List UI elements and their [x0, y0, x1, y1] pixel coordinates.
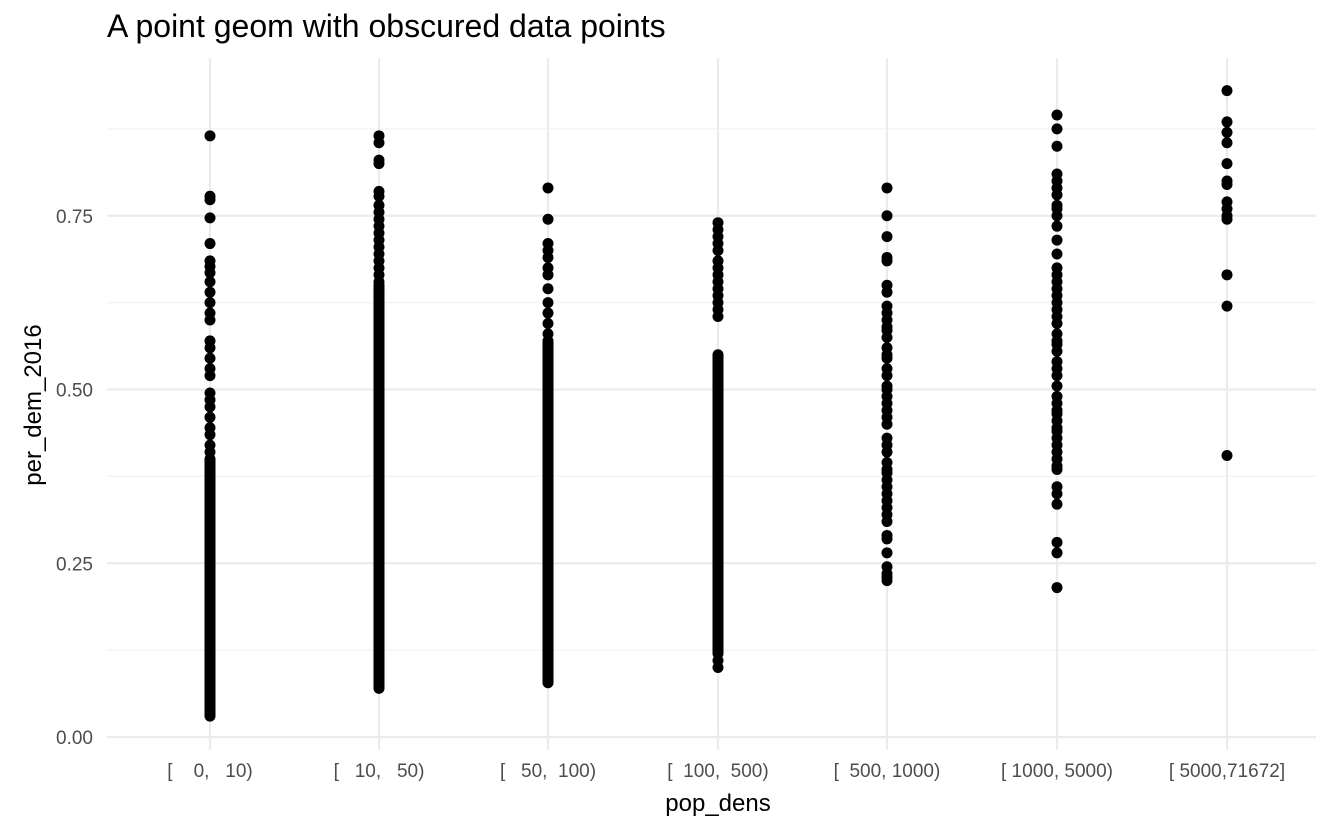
data-point: [712, 311, 724, 323]
data-point: [204, 130, 216, 142]
dense-points-band: [712, 349, 724, 660]
data-point: [204, 446, 216, 458]
data-point: [542, 297, 554, 309]
data-point: [542, 182, 554, 194]
data-point: [1221, 158, 1233, 170]
data-point: [881, 418, 893, 430]
y-tick-label: 0.00: [56, 728, 93, 749]
dense-points-band: [204, 453, 216, 722]
x-tick-label: [ 100, 500): [667, 761, 768, 782]
data-point: [1221, 126, 1233, 138]
data-point: [881, 255, 893, 267]
x-tick-label: [ 0, 10): [167, 761, 253, 782]
y-axis-title: per_dem_2016: [20, 324, 47, 485]
data-point: [1051, 488, 1063, 500]
grid-lines: [107, 58, 1316, 750]
data-point: [542, 283, 554, 295]
data-point: [1051, 547, 1063, 559]
data-point: [1221, 178, 1233, 190]
x-axis-ticks: [ 0, 10) [ 10, 50) [ 50, 100) [ 100, 500) [ …: [167, 761, 1285, 782]
data-point: [881, 286, 893, 298]
data-point: [1051, 189, 1063, 201]
data-point: [1051, 123, 1063, 135]
data-point: [204, 342, 216, 354]
dense-points-band: [373, 279, 385, 694]
data-point: [881, 210, 893, 222]
data-point: [1051, 210, 1063, 222]
data-point: [373, 190, 385, 202]
y-axis-ticks: 0.00 0.25 0.50 0.75: [56, 207, 93, 749]
data-point: [1051, 370, 1063, 382]
data-point: [881, 182, 893, 194]
data-point: [542, 269, 554, 281]
y-tick-label: 0.25: [56, 554, 93, 575]
data-point: [373, 158, 385, 170]
data-point: [1051, 140, 1063, 152]
data-point: [204, 429, 216, 441]
data-point: [881, 331, 893, 343]
data-point: [542, 307, 554, 319]
x-tick-label: [ 10, 50): [334, 761, 425, 782]
data-point: [1051, 248, 1063, 260]
chart-title: A point geom with obscured data points: [107, 8, 666, 44]
data-point: [1221, 450, 1233, 462]
data-point: [881, 547, 893, 559]
x-tick-label: [ 5000,71672]: [1169, 761, 1285, 782]
data-point: [204, 276, 216, 288]
data-point: [542, 213, 554, 225]
data-point: [1221, 269, 1233, 281]
data-point: [373, 137, 385, 149]
data-point: [1221, 213, 1233, 225]
data-point: [712, 245, 724, 256]
data-point: [881, 516, 893, 528]
data-point: [204, 212, 216, 224]
data-point: [1051, 345, 1063, 357]
y-tick-label: 0.75: [56, 207, 93, 228]
dense-points-band: [542, 335, 554, 687]
data-point: [881, 533, 893, 545]
data-point: [204, 267, 216, 279]
data-point: [542, 317, 554, 329]
data-point: [881, 231, 893, 243]
data-point: [1221, 300, 1233, 312]
data-point: [1051, 498, 1063, 510]
data-point: [204, 286, 216, 298]
data-point: [542, 677, 554, 689]
data-point: [204, 370, 216, 382]
data-point: [542, 328, 554, 340]
data-point: [881, 370, 893, 382]
data-points: [204, 85, 1233, 722]
data-point: [1051, 380, 1063, 392]
data-point: [204, 238, 216, 250]
data-point: [881, 446, 893, 458]
data-point: [1221, 137, 1233, 149]
data-point: [1051, 109, 1063, 121]
y-tick-label: 0.50: [56, 381, 93, 402]
data-point: [204, 297, 216, 309]
data-point: [1051, 234, 1063, 246]
x-axis-title: pop_dens: [665, 790, 770, 817]
data-point: [1221, 116, 1233, 128]
data-point: [1051, 463, 1063, 475]
data-point: [881, 575, 893, 587]
data-point: [204, 352, 216, 364]
data-point: [1221, 85, 1233, 97]
data-point: [1051, 317, 1063, 329]
data-point: [204, 194, 216, 206]
data-point: [204, 401, 216, 413]
data-point: [1051, 536, 1063, 548]
x-tick-label: [ 50, 100): [500, 761, 596, 782]
data-point: [542, 251, 554, 263]
data-point: [1051, 582, 1063, 594]
data-point: [204, 314, 216, 326]
data-point: [373, 276, 385, 288]
data-point: [204, 411, 216, 423]
x-tick-label: [ 500, 1000): [834, 761, 941, 782]
data-point: [881, 352, 893, 364]
data-point: [1051, 220, 1063, 232]
x-tick-label: [ 1000, 5000): [1001, 761, 1113, 782]
data-point: [712, 655, 724, 667]
